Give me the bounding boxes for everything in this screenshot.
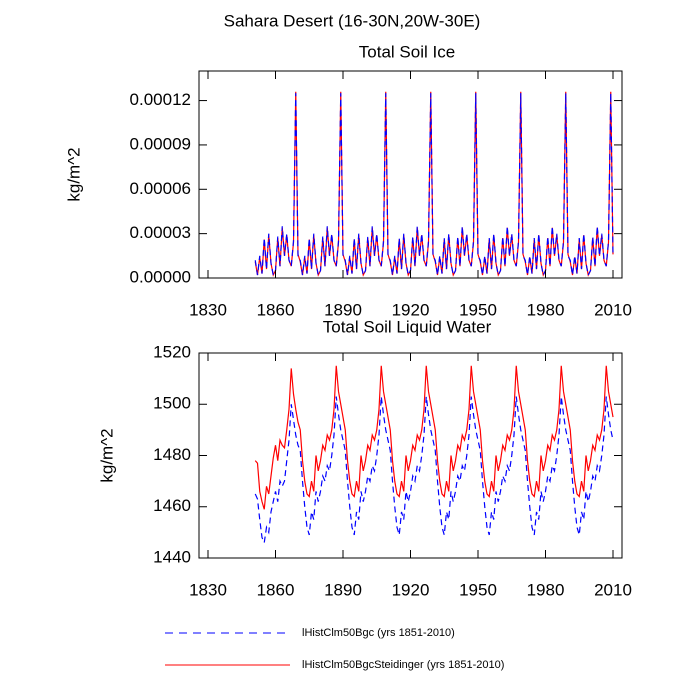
legend-label: lHistClm50Bgc (yrs 1851-2010) (302, 627, 455, 639)
x-tick-label: 2010 (594, 300, 632, 319)
x-tick-label: 2010 (594, 580, 632, 599)
x-tick-label: 1950 (459, 300, 497, 319)
plot-frame (198, 352, 623, 559)
x-tick-label: 1950 (459, 580, 497, 599)
x-tick-label: 1860 (257, 580, 295, 599)
data-line (254, 93, 614, 277)
x-tick-label: 1830 (189, 580, 227, 599)
data-line (254, 396, 614, 545)
x-tick-label: 1980 (527, 300, 565, 319)
x-tick-label: 1980 (527, 580, 565, 599)
y-tick-label: 1500 (153, 394, 191, 413)
y-tick-label: 0.00003 (130, 223, 191, 242)
x-tick-label: 1890 (324, 580, 362, 599)
y-axis-label: kg/m^2 (64, 147, 83, 201)
panel-title: Total Soil Liquid Water (323, 317, 492, 336)
y-tick-label: 1480 (153, 445, 191, 464)
y-tick-label: 0.00006 (130, 179, 191, 198)
y-axis-label: kg/m^2 (97, 428, 116, 482)
y-tick-label: 1460 (153, 496, 191, 515)
data-line (254, 365, 614, 510)
y-tick-label: 1440 (153, 547, 191, 566)
figure-title: Sahara Desert (16-30N,20W-30E) (224, 11, 481, 30)
plot-frame (198, 70, 623, 279)
panel-title: Total Soil Ice (359, 42, 455, 61)
x-tick-label: 1920 (392, 300, 430, 319)
y-tick-label: 0.00012 (130, 90, 191, 109)
data-line (254, 91, 614, 277)
y-tick-label: 0.00000 (130, 267, 191, 286)
legend-label: lHistClm50BgcSteidinger (yrs 1851-2010) (302, 659, 504, 671)
x-tick-label: 1890 (324, 300, 362, 319)
x-tick-label: 1830 (189, 300, 227, 319)
x-tick-label: 1920 (392, 580, 430, 599)
x-tick-label: 1860 (257, 300, 295, 319)
y-tick-label: 0.00009 (130, 134, 191, 153)
y-tick-label: 1520 (153, 342, 191, 361)
